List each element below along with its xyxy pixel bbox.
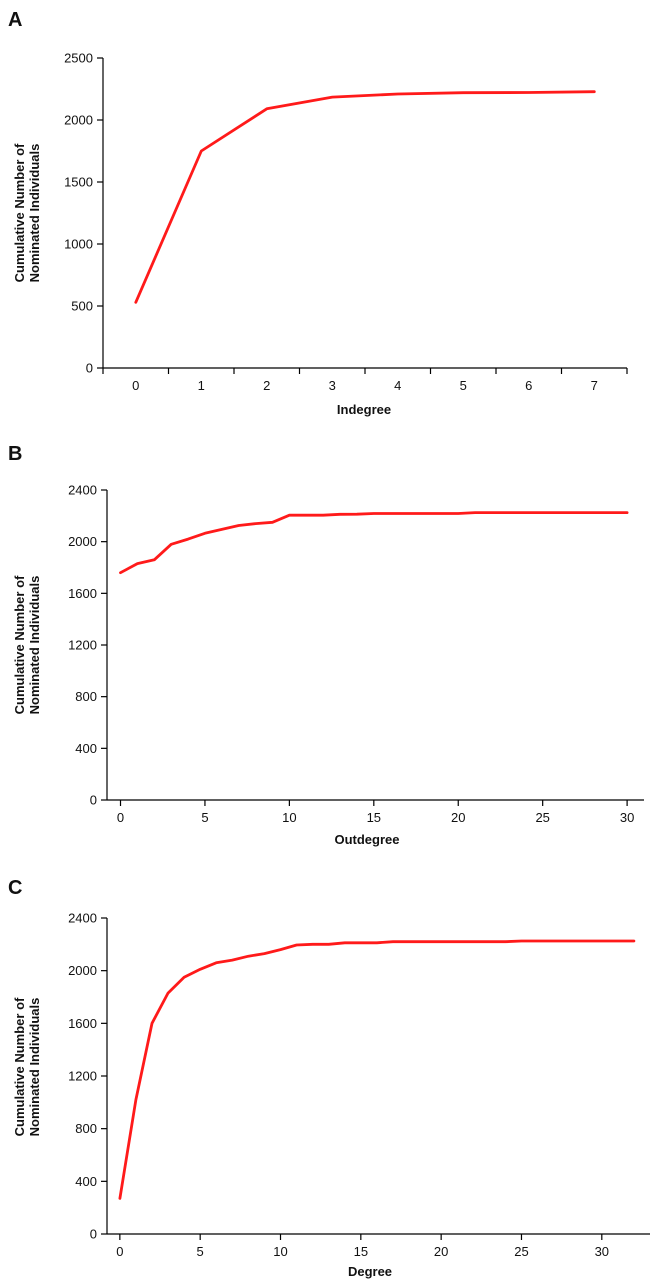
panel-label-c: C	[8, 877, 22, 899]
series-line-a	[134, 90, 596, 304]
series-line-b	[119, 511, 629, 575]
y-tick-label-b: 0	[90, 793, 97, 808]
y-tick-label-b: 1600	[68, 586, 97, 601]
x-tick-label-b: 30	[620, 810, 634, 825]
y-axis-label-a-line1: Cumulative Number of	[12, 143, 27, 282]
x-axis-label-a: Indegree	[337, 402, 391, 417]
y-axis-label-b-line2: Nominated Individuals	[27, 576, 42, 715]
x-tick-label-b: 20	[451, 810, 465, 825]
y-tick-label-b: 1200	[68, 638, 97, 653]
x-axis-label-c: Degree	[348, 1264, 392, 1279]
y-tick-label-b: 2000	[68, 534, 97, 549]
y-axis-label-c-line1: Cumulative Number of	[12, 997, 27, 1136]
y-axis-label-b: Cumulative Number of Nominated Individua…	[12, 575, 42, 714]
x-tick-label-a: 7	[591, 378, 598, 393]
x-tick-label-a: 6	[525, 378, 532, 393]
y-axis-label-a-line2: Nominated Individuals	[27, 144, 42, 283]
y-tick-label-b: 800	[75, 689, 97, 704]
x-tick-label-b: 5	[201, 810, 208, 825]
chart-b-svg: B Cumulative Number of Nominated Individ…	[8, 443, 644, 847]
y-tick-label-c: 1200	[68, 1069, 97, 1084]
y-tick-label-a: 2500	[64, 51, 93, 66]
y-tick-label-c: 2000	[68, 963, 97, 978]
x-tick-label-c: 20	[434, 1244, 448, 1259]
x-tick-label-a: 2	[263, 378, 270, 393]
series-line-c	[118, 939, 636, 1200]
x-tick-label-a: 1	[198, 378, 205, 393]
y-axis-label-a: Cumulative Number of Nominated Individua…	[12, 143, 42, 282]
y-tick-label-b: 400	[75, 741, 97, 756]
y-tick-label-a: 500	[71, 299, 93, 314]
y-tick-label-c: 400	[75, 1174, 97, 1189]
y-tick-label-c: 800	[75, 1121, 97, 1136]
x-tick-label-c: 25	[514, 1244, 528, 1259]
y-axis-label-b-line1: Cumulative Number of	[12, 575, 27, 714]
panel-label-b: B	[8, 443, 22, 465]
y-tick-label-a: 2000	[64, 113, 93, 128]
y-tick-label-c: 1600	[68, 1016, 97, 1031]
x-tick-label-c: 0	[116, 1244, 123, 1259]
x-tick-label-c: 30	[595, 1244, 609, 1259]
panel-c: C Cumulative Number of Nominated Individ…	[0, 862, 651, 1282]
panel-b: B Cumulative Number of Nominated Individ…	[0, 430, 651, 860]
chart-a-svg: A Cumulative Number of Nominated Individ…	[8, 9, 628, 417]
y-axis-label-c-line2: Nominated Individuals	[27, 998, 42, 1137]
x-tick-label-b: 15	[367, 810, 381, 825]
y-tick-label-a: 1000	[64, 237, 93, 252]
x-tick-label-c: 5	[197, 1244, 204, 1259]
y-axis-label-c: Cumulative Number of Nominated Individua…	[12, 997, 42, 1136]
x-tick-label-b: 10	[282, 810, 296, 825]
chart-c-svg: C Cumulative Number of Nominated Individ…	[8, 877, 650, 1279]
panel-label-a: A	[8, 9, 22, 31]
y-tick-label-a: 1500	[64, 175, 93, 190]
x-tick-label-c: 15	[354, 1244, 368, 1259]
x-tick-label-a: 4	[394, 378, 401, 393]
y-tick-label-c: 0	[90, 1227, 97, 1242]
y-tick-label-c: 2400	[68, 911, 97, 926]
x-tick-label-c: 10	[273, 1244, 287, 1259]
x-tick-label-b: 0	[117, 810, 124, 825]
y-tick-label-a: 0	[86, 361, 93, 376]
x-tick-label-a: 3	[329, 378, 336, 393]
panel-a: A Cumulative Number of Nominated Individ…	[0, 0, 651, 418]
x-tick-label-b: 25	[535, 810, 549, 825]
y-tick-label-b: 2400	[68, 483, 97, 498]
x-axis-label-b: Outdegree	[334, 832, 399, 847]
plot-area-c: 0 400 800 1200 1600 2000 2400 0 5 10 15 20 25 30	[68, 911, 650, 1259]
plot-area-b: 0 400 800 1200 1600 2000 2400 0 5 10 15 20 25 30	[68, 483, 644, 825]
x-tick-label-a: 0	[132, 378, 139, 393]
x-tick-label-a: 5	[460, 378, 467, 393]
plot-area-a: 0 500 1000 1500 2000 2500 0 1 2 3 4 5 6 7	[64, 51, 628, 393]
